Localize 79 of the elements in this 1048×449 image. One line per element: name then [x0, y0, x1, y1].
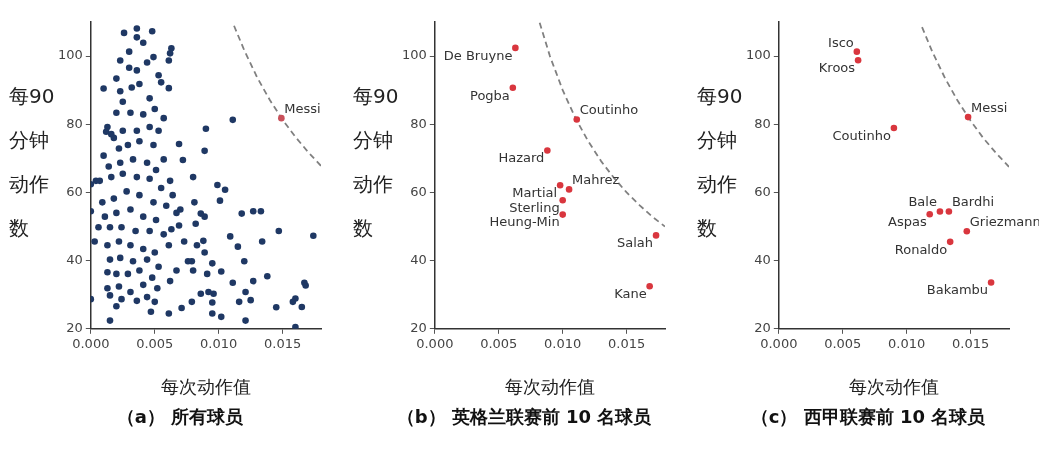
x-tick-label: 0.010 [200, 335, 238, 351]
annotation: Sterling [509, 200, 560, 216]
annotation: Bakambu [926, 282, 989, 298]
point [544, 147, 551, 154]
x-tick-label: 0.005 [480, 335, 518, 351]
y-tick-label: 20 [410, 320, 427, 336]
line-series [233, 24, 321, 167]
annotation: Kroos [818, 60, 856, 76]
x-tick-label: 0.015 [608, 335, 646, 351]
annotation: Ronaldo [894, 241, 948, 257]
text: （b） 英格兰联赛前 10 名球员 [396, 405, 652, 429]
annotation: Mahrez [572, 172, 620, 188]
y-axis-title: 每90分钟动作数 [9, 83, 55, 242]
point [853, 48, 861, 55]
point [963, 228, 971, 235]
x-tick-label: 0.005 [824, 335, 862, 351]
point [512, 44, 519, 52]
annotation: Kane [614, 286, 647, 302]
annotation: Aspas [888, 214, 927, 230]
text: （a） 所有球员 [116, 405, 244, 429]
x-tick-label: 0.015 [952, 335, 990, 351]
point [509, 84, 517, 92]
x-tick-label: 0.015 [264, 335, 302, 351]
point [964, 113, 972, 121]
x-tick-label: 0.000 [760, 335, 798, 351]
point [946, 238, 954, 246]
y-tick-label: 80 [754, 115, 771, 131]
point [573, 116, 581, 123]
text: （c） 西甲联赛前 10 名球员 [750, 405, 986, 429]
x-axis-title: 每次动作值 [848, 375, 939, 397]
point [556, 181, 564, 189]
line-series [921, 26, 1009, 168]
y-tick-label: 80 [410, 115, 427, 131]
point [646, 282, 653, 290]
point [945, 208, 953, 215]
x-axis-title: 每次动作值 [504, 375, 595, 397]
point [987, 279, 995, 286]
x-tick-label: 0.005 [136, 335, 174, 351]
y-axis-title: 每90分钟动作数 [353, 83, 399, 242]
point [559, 211, 566, 218]
point [559, 196, 566, 204]
annotation: Hazard [498, 150, 545, 166]
x-tick-label: 0.000 [416, 335, 454, 351]
y-tick-label: 40 [410, 252, 427, 267]
point [652, 232, 660, 239]
annotation: Martial [512, 185, 558, 201]
annotation: Bale [908, 194, 937, 210]
y-tick-label: 100 [401, 47, 427, 63]
annotation: Heung-Min [489, 214, 560, 230]
annotation: Coutinho [579, 102, 639, 118]
point [890, 124, 898, 132]
y-axis-title: 每90分钟动作数 [697, 83, 743, 242]
y-tick-label: 100 [745, 47, 771, 63]
point [936, 208, 944, 215]
annotation: Coutinho [832, 127, 891, 143]
y-tick-label: 60 [754, 183, 771, 199]
point [854, 56, 862, 64]
y-tick-label: 20 [754, 320, 771, 336]
annotation: Messi [284, 101, 321, 117]
x-axis-title: 每次动作值 [160, 375, 251, 397]
point [565, 186, 573, 193]
annotation: Pogba [470, 87, 510, 103]
y-tick-label: 20 [66, 320, 83, 336]
y-tick-label: 60 [66, 183, 83, 199]
y-tick-label: 80 [66, 115, 83, 131]
annotation: Isco [828, 34, 854, 50]
x-tick-label: 0.010 [544, 335, 582, 351]
annotation: Salah [617, 235, 654, 251]
annotation: Messi [971, 99, 1008, 115]
annotation: De Bruyne [443, 47, 513, 63]
x-tick-label: 0.010 [888, 335, 926, 351]
annotation: Griezmann [969, 214, 1041, 230]
y-tick-label: 40 [754, 252, 771, 267]
annotation: Bardhi [951, 194, 995, 210]
y-tick-label: 40 [66, 252, 83, 267]
y-tick-label: 100 [57, 47, 83, 63]
point [926, 210, 934, 218]
y-tick-label: 60 [410, 183, 427, 199]
x-tick-label: 0.000 [72, 335, 110, 351]
